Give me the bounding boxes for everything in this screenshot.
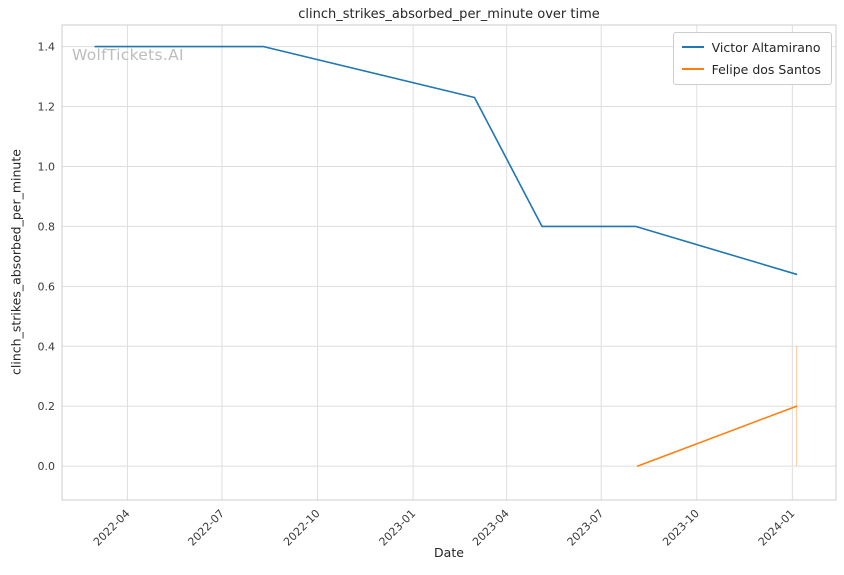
gridlines	[62, 25, 836, 500]
y-tick-label: 0.4	[38, 340, 56, 353]
legend-line-swatch	[681, 46, 704, 48]
legend-item: Victor Altamirano	[681, 38, 821, 56]
x-axis-label: Date	[434, 545, 464, 560]
legend: Victor Altamirano Felipe dos Santos	[672, 32, 832, 85]
watermark: WolfTickets.AI	[72, 46, 184, 64]
chart-title: clinch_strikes_absorbed_per_minute over …	[298, 7, 600, 22]
legend-label: Felipe dos Santos	[711, 61, 821, 77]
x-tick-labels: 2022-04 2022-07 2022-10 2023-01 2023-04 2023-…	[91, 507, 798, 549]
x-tick-label: 2022-04	[91, 507, 133, 549]
x-tick-label: 2023-10	[660, 507, 702, 549]
x-tick-label: 2023-07	[565, 507, 607, 549]
plot-border	[61, 24, 837, 501]
series-line-victor-altamirano	[94, 45, 798, 276]
legend-item: Felipe dos Santos	[681, 60, 821, 78]
y-axis-label: clinch_strikes_absorbed_per_minute	[8, 149, 24, 375]
y-tick-label: 1.4	[38, 41, 56, 54]
legend-label: Victor Altamirano	[711, 39, 821, 55]
series-line-felipe-dos-santos	[636, 405, 798, 467]
x-tick-label: 2022-07	[185, 507, 227, 549]
x-tick-label: 2022-10	[281, 507, 323, 549]
legend-line-swatch	[681, 68, 704, 70]
y-tick-label: 0.2	[38, 400, 56, 413]
x-tick-label: 2023-01	[377, 507, 419, 549]
series-lines	[94, 45, 798, 467]
y-tick-label: 0.6	[38, 280, 56, 293]
y-tick-label: 1.0	[38, 160, 56, 173]
y-tick-labels: 0.0 0.2 0.4 0.6 0.8 1.0 1.2 1.4	[38, 41, 56, 474]
x-tick-label: 2023-04	[470, 507, 512, 549]
y-tick-label: 0.0	[38, 460, 56, 473]
x-tick-label: 2024-01	[756, 507, 798, 549]
y-tick-label: 0.8	[38, 220, 56, 233]
y-tick-label: 1.2	[38, 101, 56, 114]
